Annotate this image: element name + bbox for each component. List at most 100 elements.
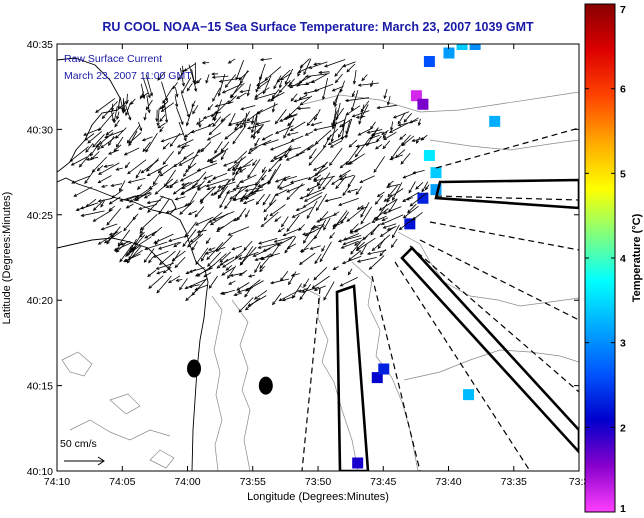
current-vector — [144, 231, 157, 239]
current-vector-head — [188, 284, 193, 289]
current-vector — [402, 135, 415, 146]
current-vector — [183, 152, 194, 160]
current-vector-head — [92, 218, 97, 222]
current-vector — [346, 105, 361, 116]
current-vector — [188, 210, 198, 215]
current-vector — [196, 78, 202, 84]
current-vector-head — [259, 265, 263, 269]
current-vector — [180, 169, 202, 182]
current-vector-head — [154, 191, 159, 195]
current-vector — [343, 237, 362, 245]
current-vector-head — [218, 79, 223, 83]
bathymetry-contours — [61, 91, 579, 471]
current-vector-head — [157, 169, 162, 174]
current-vector — [128, 132, 142, 144]
current-vector — [304, 192, 323, 202]
current-vector — [272, 89, 280, 99]
current-vector — [130, 234, 146, 252]
current-vector — [301, 286, 320, 293]
current-vector — [243, 240, 253, 251]
current-vector-head — [168, 279, 172, 284]
current-vector — [376, 135, 382, 142]
current-vector-head — [282, 233, 287, 237]
current-vector-head — [233, 292, 238, 297]
current-vector — [288, 105, 300, 117]
current-vector — [395, 149, 406, 158]
current-vector-head — [220, 186, 225, 191]
current-vector — [407, 203, 417, 214]
current-vector-head — [331, 88, 336, 92]
current-vector-head — [374, 146, 379, 150]
current-vector-head — [409, 120, 413, 124]
current-vector-head — [117, 242, 121, 247]
current-vector — [367, 250, 387, 255]
current-vector-head — [214, 104, 219, 108]
current-vector-head — [262, 90, 267, 95]
current-vector — [177, 139, 194, 148]
current-vector-head — [183, 137, 187, 142]
current-vector-head — [288, 113, 292, 117]
current-vector — [386, 184, 401, 188]
current-vector-head — [208, 219, 213, 223]
current-vector — [333, 88, 342, 105]
current-vector-head — [114, 248, 119, 253]
current-vector-head — [218, 195, 222, 199]
current-vector-head — [306, 122, 311, 127]
current-vector — [167, 250, 181, 270]
current-vector-head — [164, 119, 169, 124]
current-vector-head — [389, 129, 393, 133]
current-vector — [379, 198, 398, 211]
current-vector-head — [360, 220, 364, 225]
x-tick-label: 73:40 — [435, 476, 461, 488]
current-vector-head — [345, 130, 349, 135]
current-vector-head — [304, 74, 309, 78]
current-vector-head — [356, 259, 361, 263]
current-vector-head — [138, 206, 142, 210]
current-vector — [356, 237, 376, 251]
current-vector — [126, 124, 141, 144]
current-vector-head — [162, 146, 167, 150]
current-vector — [258, 238, 278, 244]
current-vector-head — [352, 80, 357, 85]
current-vector — [220, 113, 231, 122]
current-vector — [409, 192, 428, 207]
current-vector-head — [185, 122, 190, 127]
current-vector-head — [343, 237, 347, 241]
current-vector — [158, 241, 180, 250]
current-vector — [342, 255, 362, 264]
current-vector — [175, 196, 186, 200]
current-vector — [315, 129, 332, 145]
current-vector-head — [134, 241, 138, 246]
current-vector-head — [339, 283, 344, 287]
current-vector-head — [368, 266, 373, 270]
current-vector — [391, 238, 398, 248]
current-vector-head — [196, 168, 201, 172]
current-vector-head — [316, 207, 320, 212]
current-vector — [400, 152, 411, 165]
current-vector — [308, 147, 325, 166]
current-vector-head — [359, 179, 364, 183]
current-vector-head — [144, 247, 149, 251]
current-vector — [303, 58, 312, 75]
current-vector-head — [195, 261, 199, 265]
current-vector — [119, 180, 126, 192]
current-vector-head — [257, 241, 262, 245]
current-vector-head — [420, 137, 425, 141]
current-vector-head — [337, 239, 342, 243]
current-vector-head — [124, 258, 129, 263]
current-vector — [157, 122, 166, 129]
current-vector-head — [209, 221, 214, 226]
current-vector-head — [281, 298, 286, 302]
current-vector-head — [139, 226, 144, 231]
current-vector-head — [241, 195, 246, 199]
current-vector-head — [262, 201, 266, 206]
colorbar-tick-label: 4 — [620, 253, 626, 265]
current-vector — [111, 183, 123, 187]
current-vector — [370, 121, 376, 130]
x-tick-label: 74:10 — [44, 476, 70, 488]
current-vector — [93, 209, 113, 222]
x-tick-label: 73:50 — [305, 476, 331, 488]
current-vector — [415, 182, 424, 190]
current-vector-head — [200, 257, 205, 262]
y-tick-label: 40:30 — [27, 124, 53, 136]
